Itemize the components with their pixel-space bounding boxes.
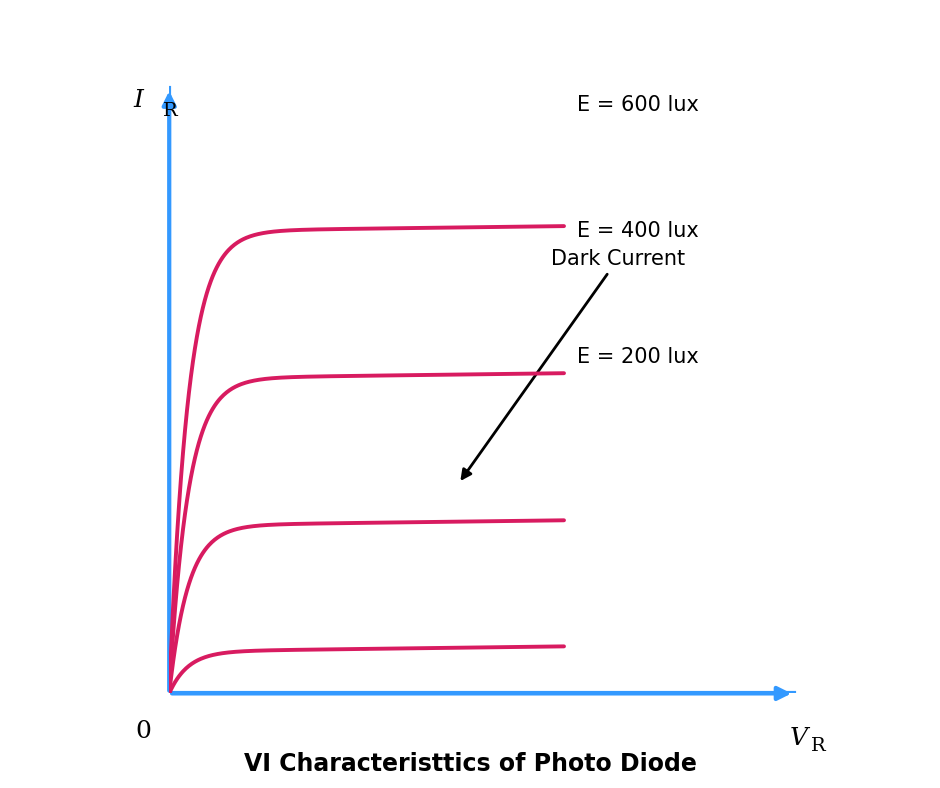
Text: E = 400 lux: E = 400 lux <box>577 221 699 241</box>
Text: Dark Current: Dark Current <box>462 249 685 478</box>
Text: R: R <box>163 102 178 120</box>
Text: V: V <box>790 727 807 750</box>
Text: I: I <box>133 89 143 113</box>
Text: R: R <box>810 737 825 755</box>
Text: VI Characteristtics of Photo Diode: VI Characteristtics of Photo Diode <box>243 753 697 776</box>
Text: 0: 0 <box>135 720 150 743</box>
Text: E = 600 lux: E = 600 lux <box>577 95 699 115</box>
Text: E = 200 lux: E = 200 lux <box>577 348 699 367</box>
